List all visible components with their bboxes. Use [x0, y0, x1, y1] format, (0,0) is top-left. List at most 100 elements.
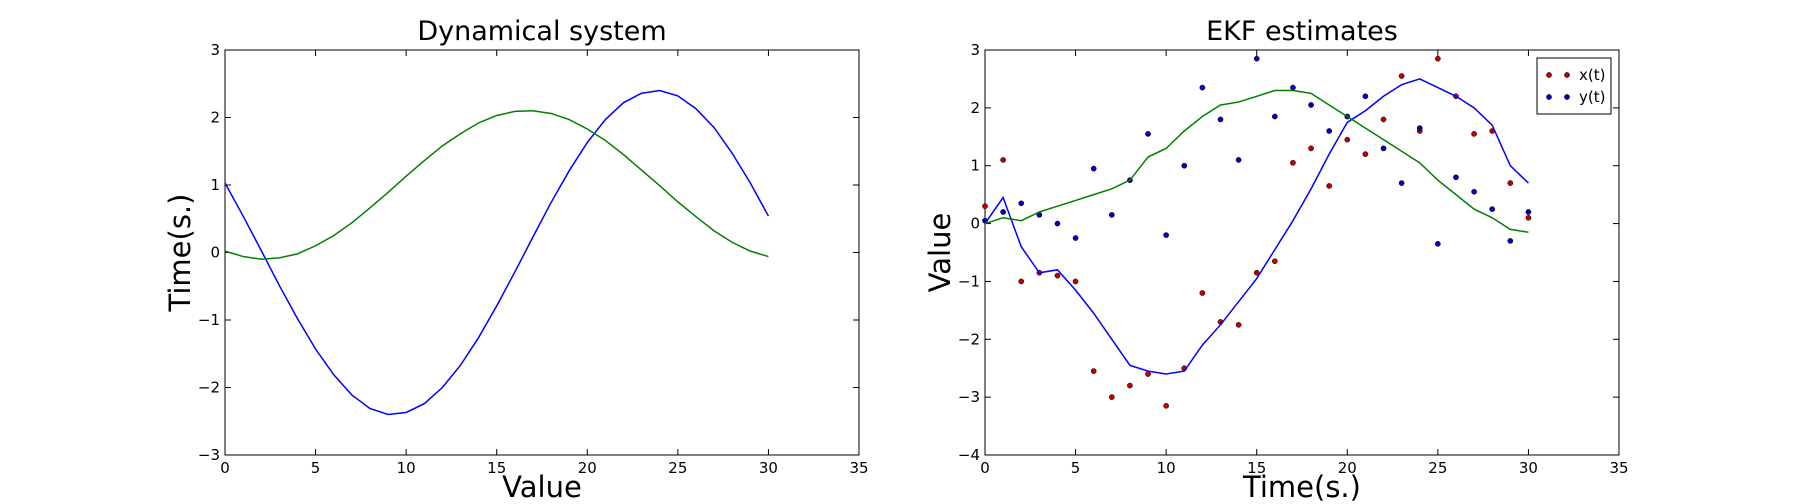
data-point [1108, 212, 1115, 218]
series-line [984, 78, 1529, 375]
data-point [1525, 209, 1532, 215]
data-point [1471, 188, 1477, 195]
chart-title: EKF estimates [1206, 16, 1398, 47]
legend-marker [1564, 94, 1570, 100]
x-tick-label: 35 [1609, 459, 1628, 477]
x-tick-label: 5 [311, 459, 321, 477]
x-tick-label: 25 [668, 459, 687, 477]
data-point [1344, 136, 1351, 143]
data-point [1018, 200, 1025, 207]
series-line [984, 89, 1529, 233]
data-point [1127, 382, 1133, 389]
x-tick-label: 20 [1338, 459, 1357, 477]
x-tick-label: 20 [578, 459, 597, 477]
legend-marker [1564, 72, 1570, 78]
data-point [1271, 258, 1278, 265]
data-point [1181, 162, 1188, 169]
y-tick-label: 0 [970, 215, 980, 233]
plot-area [984, 49, 1620, 456]
data-point [1018, 278, 1025, 285]
plot-area [224, 49, 860, 456]
data-point [1163, 402, 1169, 409]
data-point [1235, 321, 1242, 328]
data-point [1416, 125, 1423, 131]
x-axis-label: Time(s.) [1242, 470, 1361, 504]
series-line [224, 89, 770, 416]
x-tick-label: 25 [1428, 459, 1447, 477]
data-point [1471, 131, 1477, 137]
data-point [1489, 206, 1496, 212]
data-point [1435, 55, 1441, 62]
chart-title: Dynamical system [417, 16, 666, 47]
x-tick-label: 30 [1519, 459, 1538, 477]
data-point [1217, 116, 1224, 123]
x-tick-label: 0 [220, 459, 230, 477]
data-point [1090, 368, 1097, 374]
data-point [1145, 371, 1151, 377]
data-point [1090, 165, 1097, 172]
data-point [1398, 180, 1405, 186]
y-axis-label: Value [923, 213, 957, 293]
y-tick-label: 3 [210, 41, 220, 59]
data-point [1108, 394, 1115, 400]
y-tick-label: −1 [198, 311, 220, 329]
x-tick-label: 15 [487, 459, 506, 477]
y-tick-label: 2 [970, 99, 980, 117]
x-tick-label: 15 [1247, 459, 1266, 477]
y-tick-label: −1 [958, 272, 980, 290]
data-point [1199, 290, 1206, 296]
data-point [1380, 145, 1387, 152]
data-point [1362, 151, 1369, 157]
y-tick-label: 0 [210, 244, 220, 262]
data-point [982, 203, 988, 210]
x-tick-label: 0 [980, 459, 990, 477]
data-point [1253, 55, 1260, 62]
y-tick-label: 3 [970, 41, 980, 59]
y-tick-label: 1 [210, 176, 220, 194]
data-point [1308, 102, 1314, 108]
data-point [1326, 183, 1333, 189]
legend-label: x(t) [1579, 66, 1605, 84]
data-point [1525, 214, 1532, 221]
legend-label: y(t) [1579, 88, 1605, 106]
data-point [1235, 157, 1242, 163]
y-tick-label: 1 [970, 157, 980, 175]
data-point [1145, 131, 1151, 137]
x-tick-label: 10 [397, 459, 416, 477]
legend-marker [1546, 72, 1552, 78]
y-axis-label: Time(s.) [163, 194, 197, 313]
data-point [1000, 209, 1006, 215]
series-line [224, 109, 769, 261]
data-point [1290, 159, 1296, 166]
y-tick-label: −3 [198, 446, 220, 464]
y-tick-label: 2 [210, 109, 220, 127]
data-point [1453, 174, 1459, 181]
x-tick-label: 30 [759, 459, 778, 477]
data-point [1507, 180, 1514, 186]
data-point [1290, 84, 1296, 91]
y-tick-label: −3 [958, 388, 980, 406]
data-point [1271, 113, 1278, 120]
x-tick-label: 35 [849, 459, 868, 477]
legend-marker [1546, 94, 1552, 100]
data-point [1507, 238, 1514, 244]
data-point [1398, 73, 1405, 79]
x-axis-label: Value [502, 470, 582, 504]
data-point [1000, 157, 1006, 163]
x-tick-label: 10 [1157, 459, 1176, 477]
y-tick-label: −4 [958, 446, 980, 464]
legend-box [1536, 57, 1612, 115]
data-point [1326, 128, 1333, 134]
y-tick-label: −2 [958, 330, 980, 348]
data-point [1199, 84, 1206, 91]
data-point [1253, 269, 1260, 276]
data-point [1163, 232, 1169, 238]
y-tick-label: −2 [198, 379, 220, 397]
x-tick-label: 5 [1071, 459, 1081, 477]
data-point [1072, 235, 1079, 241]
data-point [1380, 116, 1387, 123]
data-point [1054, 272, 1061, 279]
data-point [1362, 93, 1369, 100]
data-point [1054, 220, 1061, 227]
